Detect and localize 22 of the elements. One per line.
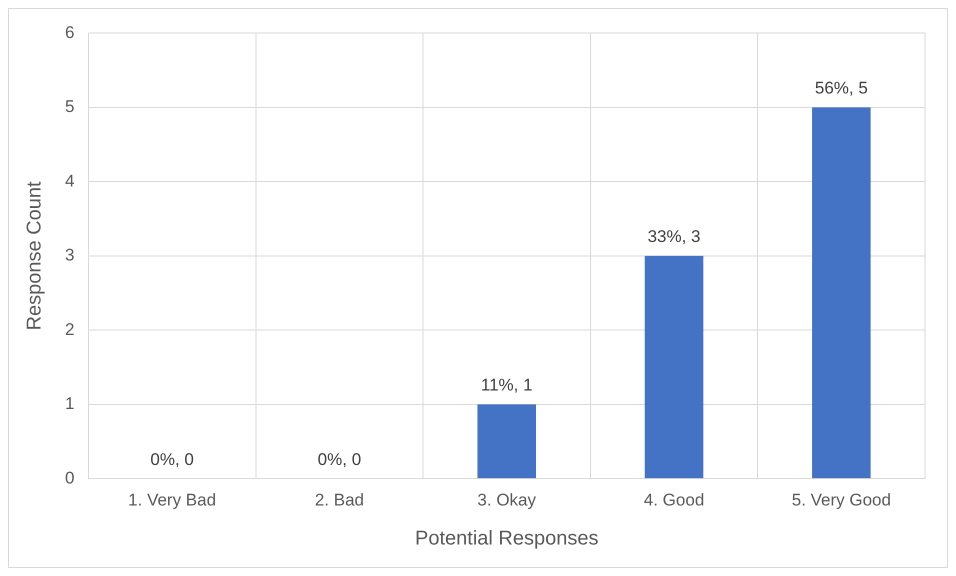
x-tick-label: 2. Bad (314, 490, 364, 510)
y-tick-label: 4 (64, 171, 74, 190)
x-tick-label: 1. Very Bad (128, 490, 216, 510)
data-label: 33%, 3 (648, 227, 701, 246)
x-tick-label: 5. Very Good (792, 490, 891, 510)
data-label: 0%, 0 (318, 450, 362, 469)
bar (812, 107, 871, 478)
y-axis-title: Response Count (24, 180, 46, 330)
x-tick-label: 4. Good (644, 490, 704, 510)
data-label: 56%, 5 (814, 78, 868, 98)
y-tick-label: 3 (64, 246, 74, 265)
y-tick-label: 6 (64, 22, 74, 42)
bar (644, 256, 704, 478)
data-label: 11%, 1 (480, 376, 533, 395)
x-axis-title: Potential Responses (415, 528, 598, 550)
y-tick-label: 5 (64, 97, 74, 116)
y-tick-label: 0 (64, 468, 74, 488)
data-label: 0%, 0 (150, 450, 194, 469)
y-tick-label: 2 (64, 320, 74, 339)
x-tick-label: 3. Okay (477, 490, 537, 510)
bar (477, 404, 536, 478)
y-tick-label: 1 (64, 394, 74, 414)
